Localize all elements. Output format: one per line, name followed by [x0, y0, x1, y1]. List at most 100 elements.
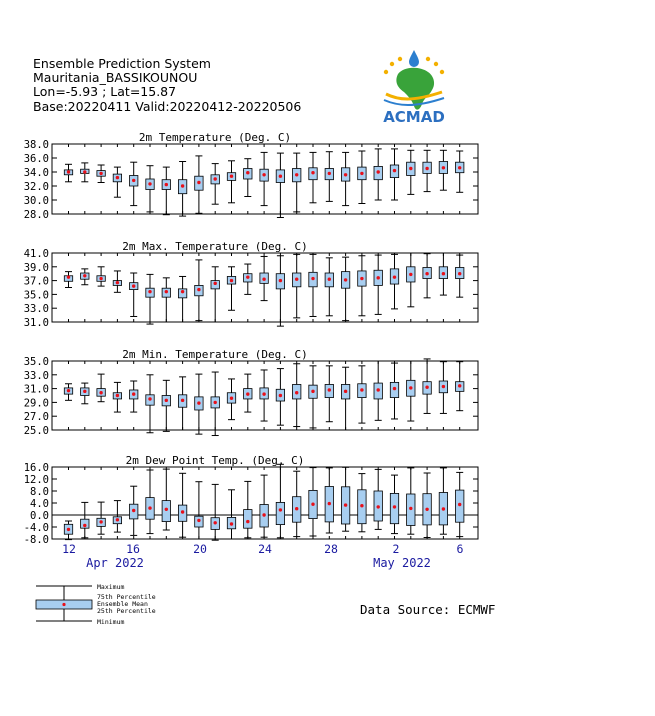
- x-tick-label: 28: [324, 542, 338, 556]
- box-7: [161, 379, 171, 432]
- mean-dot: [115, 175, 120, 180]
- box-9: [194, 481, 204, 540]
- mean-dot: [180, 510, 185, 514]
- mean-dot: [132, 178, 136, 183]
- box-14: [275, 463, 286, 539]
- box-5: [129, 272, 139, 317]
- box-20: [373, 148, 383, 201]
- box-10: [210, 483, 220, 541]
- box-18: [340, 256, 351, 322]
- mean-dot: [164, 182, 168, 187]
- mean-dot: [115, 518, 120, 522]
- box-23: [422, 472, 432, 538]
- box-17: [324, 151, 334, 202]
- box-14: [275, 255, 286, 327]
- box-17: [324, 467, 334, 534]
- box-1: [63, 271, 74, 288]
- x-month-label-apr: Apr 2022: [86, 556, 144, 570]
- acmad-logo-text: ACMAD: [383, 108, 445, 126]
- mean-dot: [360, 276, 364, 281]
- box-15: [292, 253, 302, 319]
- box-19: [357, 365, 367, 424]
- box-20: [373, 360, 383, 421]
- mean-dot: [278, 393, 283, 398]
- chart-panel-3: 35.0 33.0 31.029.0 27.0 25.0 2m Min. Temperat…: [24, 348, 479, 437]
- legend-mean-dot: [62, 602, 66, 607]
- x-axis: 12 16 20 24 28 2 6 Apr 2022 May 2022: [62, 542, 463, 570]
- box-6: [145, 469, 155, 535]
- box-19: [357, 255, 367, 317]
- mean-dot: [197, 180, 201, 185]
- header-info: Ensemble Prediction System Mauritania_BA…: [33, 56, 301, 114]
- mean-dot: [66, 275, 71, 279]
- mean-dot: [327, 277, 331, 281]
- box-8: [177, 472, 188, 538]
- y-tick-label: 31.0: [24, 384, 49, 396]
- y-tick-label: 25.0: [24, 425, 49, 437]
- box-21: [389, 148, 400, 201]
- mean-dot: [213, 281, 217, 286]
- iqr-box: [275, 501, 286, 525]
- mean-dot: [99, 276, 103, 281]
- panel-title: 2m Min. Temperature (Deg. C): [122, 348, 307, 361]
- plot-frame: [51, 360, 479, 431]
- box-1: [63, 163, 74, 183]
- box-21: [389, 474, 400, 535]
- box-1: [63, 520, 74, 541]
- data-source: Data Source: ECMWF: [360, 602, 496, 617]
- y-tick-label: 31.0: [24, 317, 49, 329]
- mean-dot: [343, 173, 348, 177]
- mean-dot: [278, 278, 283, 283]
- y-tick-label: 34.0: [24, 167, 49, 179]
- box-5: [129, 485, 139, 536]
- mean-dot: [99, 391, 103, 395]
- mean-dot: [425, 507, 429, 511]
- y-tick-label: 41.0: [24, 248, 49, 260]
- mean-dot: [132, 508, 136, 513]
- y-tick-label: 35.0: [24, 356, 49, 368]
- y-tick-label: -4.0: [24, 522, 49, 534]
- box-20: [373, 254, 383, 315]
- box-2: [80, 162, 90, 183]
- mean-dot: [83, 170, 87, 174]
- panel-title: 2m Dew Point Temp. (Deg. C): [126, 454, 305, 467]
- plot-frame: [51, 143, 479, 215]
- mean-dot: [376, 505, 380, 509]
- mean-dot: [246, 519, 250, 524]
- mean-dot: [409, 506, 413, 511]
- mean-dot: [392, 505, 397, 509]
- box-8: [177, 376, 188, 431]
- mean-dot: [311, 276, 315, 281]
- box-11: [226, 160, 237, 204]
- box-2: [80, 382, 90, 405]
- mean-dot: [197, 518, 201, 523]
- mean-dot: [376, 276, 380, 280]
- box-6: [145, 273, 155, 325]
- box-18: [340, 366, 351, 431]
- mean-dot: [246, 275, 250, 279]
- mean-dot: [311, 502, 315, 506]
- box-16: [308, 467, 318, 537]
- mean-dot: [229, 396, 234, 400]
- box-16: [308, 365, 318, 429]
- mean-dot: [213, 400, 217, 405]
- mean-dot: [409, 272, 413, 277]
- mean-dot: [180, 398, 185, 403]
- box-2: [80, 268, 90, 286]
- mean-dot: [360, 171, 364, 176]
- y-tick-label: 30.0: [24, 195, 49, 207]
- mean-dot: [213, 177, 217, 181]
- box-24: [438, 361, 449, 414]
- mean-dot: [376, 388, 380, 392]
- box-7: [161, 166, 171, 216]
- x-tick-label: 12: [62, 542, 76, 556]
- mean-dot: [295, 173, 299, 177]
- mean-dot: [83, 274, 87, 278]
- mean-dot: [164, 289, 168, 294]
- mean-dot: [458, 272, 462, 276]
- box-24: [438, 252, 449, 296]
- mean-dot: [180, 289, 185, 294]
- legend-mean: Ensemble Mean: [97, 600, 148, 608]
- box-9: [194, 155, 204, 214]
- mean-dot: [246, 392, 250, 396]
